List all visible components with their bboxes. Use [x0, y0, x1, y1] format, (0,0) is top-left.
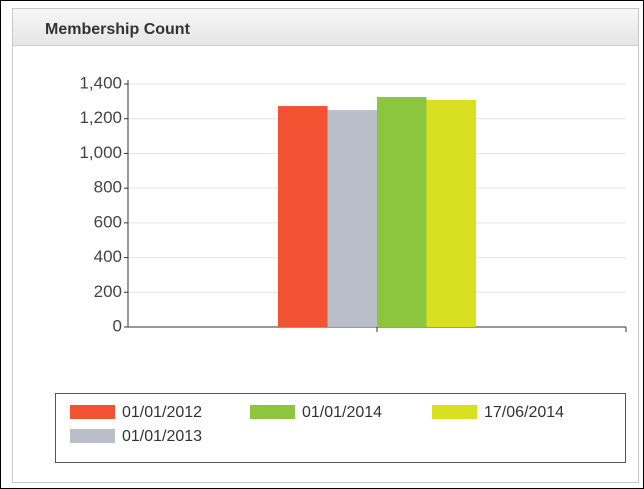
- bar: [327, 110, 377, 328]
- bar: [377, 97, 427, 328]
- legend-label: 01/01/2014: [302, 404, 382, 421]
- panel-header: [13, 9, 638, 45]
- y-tick-label: 600: [94, 212, 122, 231]
- y-tick-label: 400: [94, 247, 122, 266]
- y-tick-label: 0: [113, 316, 122, 335]
- legend-label: 01/01/2012: [122, 404, 202, 421]
- bar: [426, 99, 476, 328]
- legend-label: 01/01/2013: [122, 428, 202, 445]
- legend-swatch: [250, 405, 295, 419]
- y-tick-label: 800: [94, 178, 122, 197]
- y-tick-label: 200: [94, 282, 122, 301]
- chart-title: Membership Count: [45, 21, 191, 38]
- bar: [278, 106, 328, 327]
- y-tick-label: 1,400: [79, 73, 122, 92]
- legend-swatch: [70, 405, 115, 419]
- legend-label: 17/06/2014: [484, 404, 564, 421]
- legend-swatch: [432, 405, 477, 419]
- legend-swatch: [70, 429, 115, 443]
- legend-box: [55, 393, 626, 463]
- y-tick-label: 1,000: [79, 143, 122, 162]
- y-tick-label: 1,200: [79, 108, 122, 127]
